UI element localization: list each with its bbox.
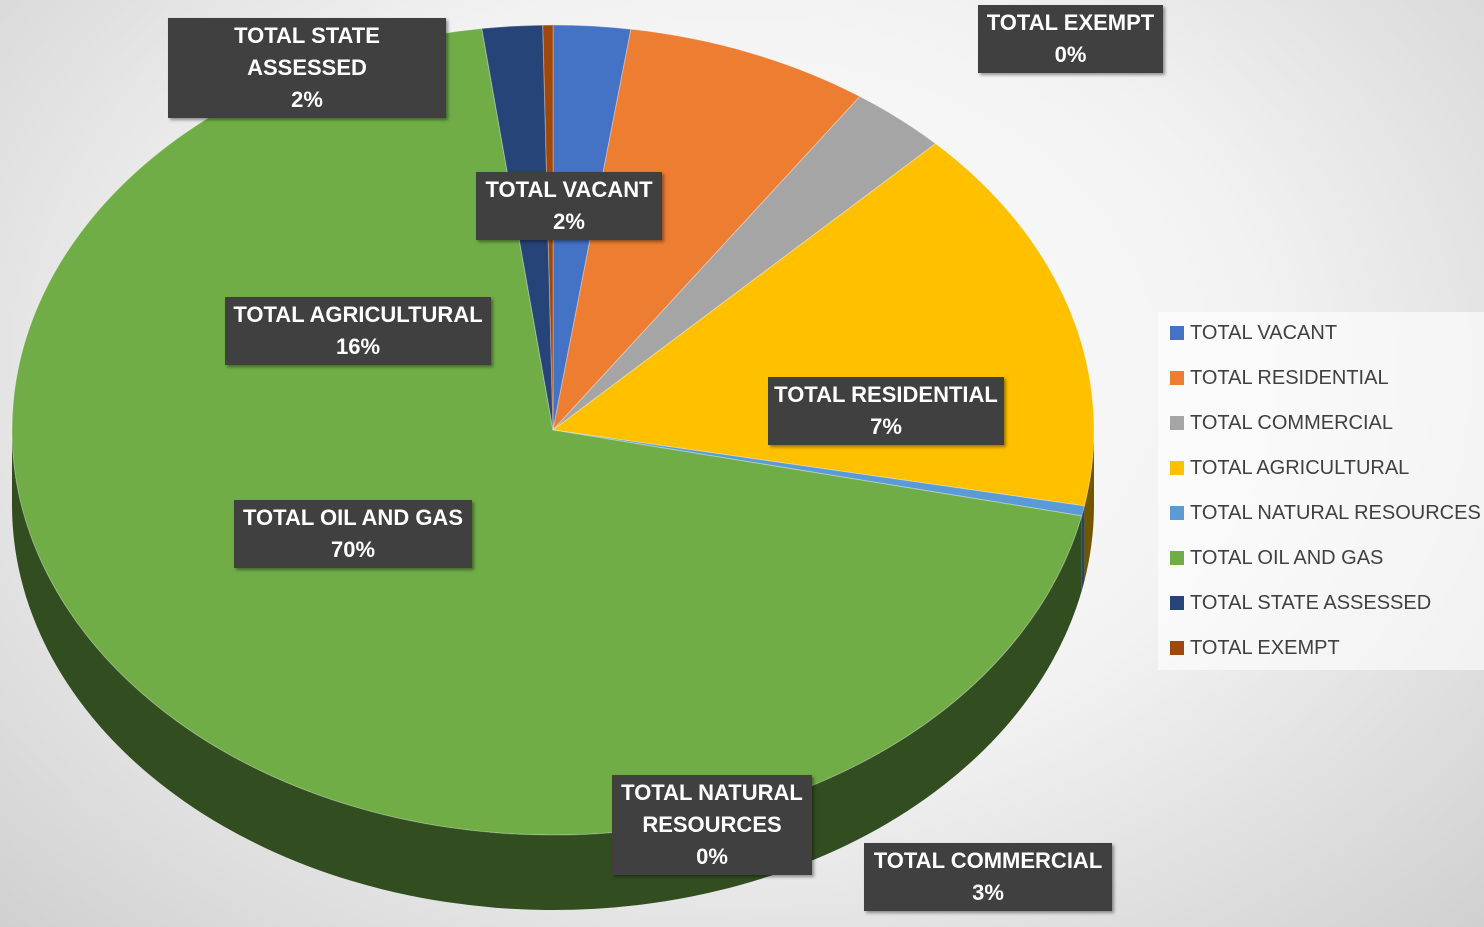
pie-slice: [552, 429, 1086, 517]
data-label-name: TOTAL STATE ASSESSED: [234, 23, 380, 80]
data-label: TOTAL EXEMPT 0%: [978, 5, 1163, 73]
pie-slice-side: [12, 430, 1082, 910]
data-label-value: 2%: [553, 209, 585, 234]
legend-label: TOTAL NATURAL RESOURCES: [1190, 502, 1481, 524]
legend-swatch: [1170, 506, 1184, 520]
legend-label: TOTAL AGRICULTURAL: [1190, 457, 1410, 479]
legend-item: TOTAL RESIDENTIAL: [1170, 367, 1389, 390]
legend-label: TOTAL RESIDENTIAL: [1190, 367, 1389, 389]
legend-swatch: [1170, 461, 1184, 475]
legend-swatch: [1170, 641, 1184, 655]
pie-slice-side: [1084, 430, 1094, 581]
legend-label: TOTAL OIL AND GAS: [1190, 547, 1384, 569]
data-label-value: 3%: [972, 880, 1004, 905]
legend-item: TOTAL EXEMPT: [1170, 637, 1340, 660]
data-label: TOTAL VACANT 2%: [476, 172, 662, 240]
legend-swatch: [1170, 416, 1184, 430]
data-label: TOTAL NATURAL RESOURCES 0%: [612, 775, 812, 875]
pie-slice: [552, 28, 861, 432]
data-label-name: TOTAL NATURAL RESOURCES: [621, 780, 803, 837]
legend-item: TOTAL COMMERCIAL: [1170, 412, 1393, 435]
legend-item: TOTAL AGRICULTURAL: [1170, 457, 1409, 480]
data-label-name: TOTAL EXEMPT: [986, 10, 1155, 35]
data-label-value: 2%: [291, 87, 323, 112]
data-label: TOTAL AGRICULTURAL 16%: [225, 297, 491, 365]
legend-item: TOTAL VACANT: [1170, 322, 1337, 345]
pie-sides: [12, 430, 1094, 910]
pie-slice: [552, 95, 937, 431]
data-label-name: TOTAL OIL AND GAS: [242, 505, 463, 530]
legend-label: TOTAL STATE ASSESSED: [1190, 592, 1432, 614]
data-label: TOTAL RESIDENTIAL 7%: [768, 377, 1004, 445]
pie-tops: [11, 24, 1095, 836]
legend-swatch: [1170, 371, 1184, 385]
data-label-name: TOTAL AGRICULTURAL: [233, 302, 483, 327]
legend-label: TOTAL EXEMPT: [1190, 637, 1340, 659]
legend: TOTAL VACANT TOTAL RESIDENTIAL TOTAL COMME…: [1158, 312, 1484, 670]
data-label-value: 16%: [335, 334, 381, 359]
data-label: TOTAL STATE ASSESSED 2%: [168, 18, 446, 118]
data-label: TOTAL OIL AND GAS 70%: [234, 500, 472, 568]
legend-label: TOTAL COMMERCIAL: [1190, 412, 1393, 434]
legend-item: TOTAL STATE ASSESSED: [1170, 592, 1431, 615]
legend-item: TOTAL OIL AND GAS: [1170, 547, 1383, 570]
data-label-value: 0%: [696, 844, 728, 869]
pie-slice: [11, 27, 1083, 836]
legend-swatch: [1170, 551, 1184, 565]
data-label-value: 70%: [330, 537, 376, 562]
legend-label: TOTAL VACANT: [1190, 322, 1338, 344]
data-label-name: TOTAL VACANT: [485, 177, 653, 202]
data-label-value: 7%: [870, 414, 902, 439]
data-label: TOTAL COMMERCIAL 3%: [864, 843, 1112, 911]
pie-slice-side: [1081, 505, 1085, 591]
data-label-value: 0%: [1054, 42, 1087, 67]
data-label-name: TOTAL COMMERCIAL: [873, 848, 1103, 873]
data-label-name: TOTAL RESIDENTIAL: [774, 382, 998, 407]
legend-swatch: [1170, 596, 1184, 610]
legend-swatch: [1170, 326, 1184, 340]
legend-item: TOTAL NATURAL RESOURCES: [1170, 502, 1481, 525]
